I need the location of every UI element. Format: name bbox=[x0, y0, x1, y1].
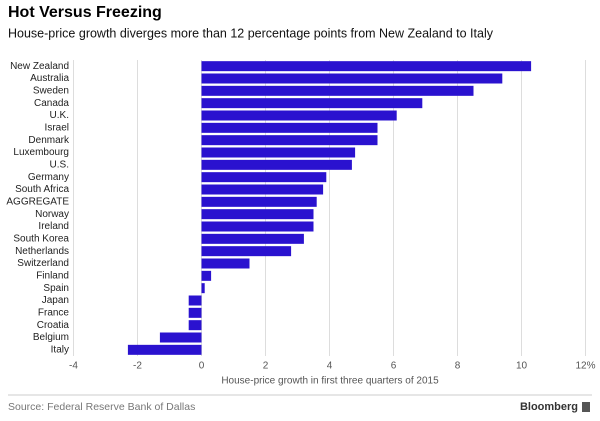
y-tick-label: New Zealand bbox=[10, 61, 69, 72]
x-tick-label: 4 bbox=[327, 361, 333, 372]
y-tick-label: South Korea bbox=[13, 233, 69, 244]
bar bbox=[201, 147, 356, 158]
bar bbox=[201, 159, 352, 170]
bar bbox=[201, 196, 317, 207]
bar bbox=[188, 320, 202, 331]
chart-title: Hot Versus Freezing bbox=[8, 4, 162, 21]
y-tick-label: U.K. bbox=[50, 110, 69, 121]
y-tick-label: Denmark bbox=[28, 135, 70, 146]
source: Source: Federal Reserve Bank of Dallas bbox=[8, 401, 195, 413]
brand-icon bbox=[582, 402, 590, 412]
bar bbox=[188, 295, 202, 306]
y-tick-label: Italy bbox=[51, 344, 69, 355]
y-tick-label: Spain bbox=[43, 283, 69, 294]
x-tick-label: 10 bbox=[516, 361, 528, 372]
bar bbox=[159, 332, 202, 343]
x-tick-label: 8 bbox=[455, 361, 461, 372]
chart-subtitle: House-price growth diverges more than 12… bbox=[8, 26, 494, 40]
y-tick-label: South Africa bbox=[15, 184, 69, 195]
bar bbox=[201, 270, 212, 281]
x-tick-label: 12% bbox=[575, 361, 595, 372]
bar bbox=[201, 283, 205, 294]
x-axis-label: House-price growth in first three quarte… bbox=[221, 376, 439, 387]
bar bbox=[201, 258, 250, 269]
y-tick-label: Japan bbox=[42, 295, 69, 306]
bar bbox=[188, 307, 202, 318]
bar bbox=[201, 110, 397, 121]
bar bbox=[201, 122, 378, 133]
y-tick-label: Germany bbox=[28, 172, 69, 183]
x-tick-label: -2 bbox=[133, 361, 142, 372]
y-tick-label: Australia bbox=[30, 73, 69, 84]
bar bbox=[201, 85, 474, 96]
bar bbox=[201, 98, 423, 109]
y-tick-label: Canada bbox=[34, 98, 69, 109]
x-tick-label: -4 bbox=[69, 361, 78, 372]
y-tick-label: Luxembourg bbox=[13, 147, 69, 158]
bar bbox=[201, 221, 314, 232]
y-tick-label: Croatia bbox=[37, 320, 70, 331]
bar bbox=[201, 135, 378, 146]
y-tick-label: Netherlands bbox=[15, 246, 69, 257]
brand: Bloomberg bbox=[520, 401, 578, 413]
y-tick-label: Norway bbox=[35, 209, 69, 220]
bar bbox=[127, 344, 202, 355]
y-tick-label: Finland bbox=[36, 270, 69, 281]
bar bbox=[201, 172, 327, 183]
bar bbox=[201, 209, 314, 220]
bar bbox=[201, 246, 292, 257]
y-tick-label: Ireland bbox=[38, 221, 69, 232]
y-tick-label: Sweden bbox=[33, 85, 69, 96]
x-tick-label: 6 bbox=[391, 361, 397, 372]
y-tick-label: U.S. bbox=[50, 159, 69, 170]
bar bbox=[201, 61, 532, 72]
y-tick-label: AGGREGATE bbox=[6, 196, 69, 207]
y-tick-label: Switzerland bbox=[17, 258, 69, 269]
y-tick-label: Israel bbox=[45, 122, 69, 133]
bar bbox=[201, 233, 304, 244]
y-tick-label: France bbox=[38, 307, 70, 318]
x-tick-label: 2 bbox=[263, 361, 269, 372]
bar bbox=[201, 184, 324, 195]
bar bbox=[201, 73, 503, 84]
x-tick-label: 0 bbox=[199, 361, 205, 372]
y-tick-label: Belgium bbox=[33, 332, 69, 343]
